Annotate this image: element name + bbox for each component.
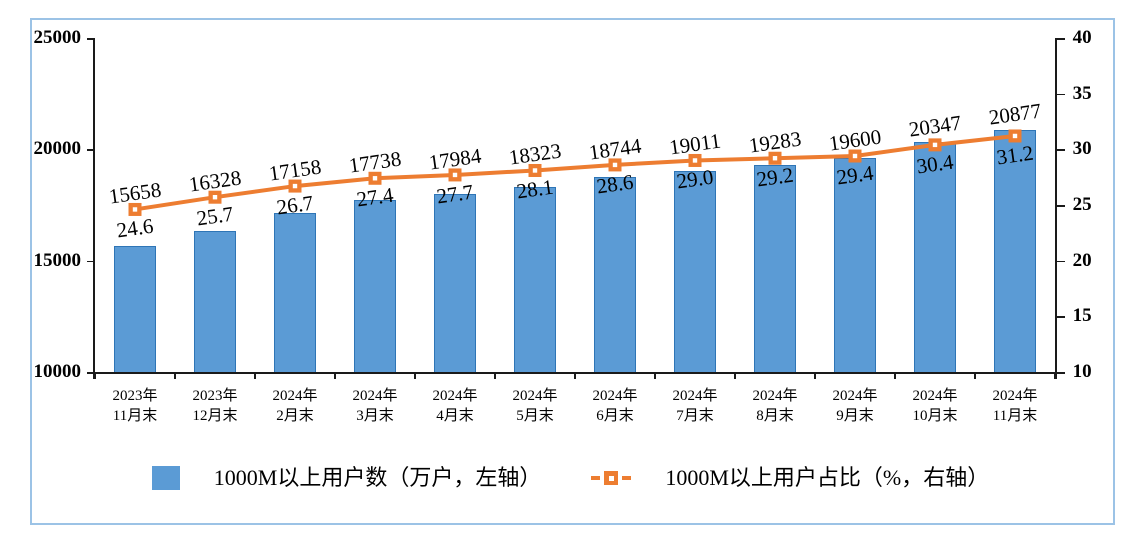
x-axis-tick xyxy=(1054,372,1056,379)
bar xyxy=(834,158,876,372)
x-axis-tick xyxy=(654,372,656,379)
bar-series-swatch-icon xyxy=(151,466,180,490)
y-axis-left-tick-label: 15000 xyxy=(33,249,82,271)
y-axis-right-tick xyxy=(1056,38,1065,40)
x-axis-tick xyxy=(494,372,496,379)
y-axis-right-tick-label: 10 xyxy=(1072,361,1092,382)
x-axis-category-label: 2024年 10月末 xyxy=(912,388,958,424)
x-axis-tick xyxy=(574,372,576,379)
y-axis-right-tick xyxy=(1056,149,1065,151)
x-axis-category-label: 2024年 2月末 xyxy=(272,388,318,424)
x-axis-category-label: 2023年 12月末 xyxy=(192,388,238,424)
y-axis-left-tick xyxy=(87,372,95,374)
y-axis-right-tick xyxy=(1056,93,1065,96)
y-axis-left-tick-label: 10000 xyxy=(33,361,82,382)
bar xyxy=(434,194,476,372)
x-axis-category-label: 2024年 11月末 xyxy=(992,388,1038,424)
bar xyxy=(194,231,236,372)
x-axis-tick xyxy=(174,372,176,379)
legend-item-line-series: 1000M以上用户占比（%，右轴） xyxy=(591,464,989,492)
x-axis-category-label: 2024年 5月末 xyxy=(512,388,558,424)
y-axis-right-tick xyxy=(1056,205,1065,207)
x-axis-category-label: 2024年 3月末 xyxy=(352,388,398,424)
y-axis-left-tick xyxy=(87,38,95,40)
bar xyxy=(354,199,396,372)
x-axis-tick xyxy=(974,372,976,379)
x-axis-tick xyxy=(734,372,736,379)
x-axis-category-label: 2024年 8月末 xyxy=(752,388,798,424)
bar xyxy=(594,177,636,372)
y-axis-right-tick-label: 20 xyxy=(1072,249,1092,271)
x-axis-tick xyxy=(334,372,336,379)
bar xyxy=(514,186,556,372)
y-axis-right-tick-label: 15 xyxy=(1072,305,1092,327)
chart-legend: 1000M以上用户数（万户，左轴） 1000M以上用户占比（%，右轴） xyxy=(30,458,1111,498)
legend-bar-label: 1000M以上用户数（万户，左轴） xyxy=(213,465,542,490)
x-axis-tick xyxy=(894,372,896,379)
y-axis-right-tick-label: 30 xyxy=(1072,138,1092,160)
y-axis-right-tick-label: 40 xyxy=(1072,27,1092,48)
x-axis-category-label: 2024年 4月末 xyxy=(432,388,478,424)
x-axis-tick xyxy=(814,372,816,379)
bar xyxy=(914,141,956,372)
x-axis-tick xyxy=(254,372,256,379)
bar xyxy=(754,165,796,372)
y-axis-right-tick xyxy=(1056,372,1065,374)
legend-item-bar-series: 1000M以上用户数（万户，左轴） xyxy=(151,464,542,492)
bar xyxy=(274,212,316,372)
y-axis-right-tick-label: 25 xyxy=(1072,194,1092,215)
x-axis-category-label: 2024年 9月末 xyxy=(832,388,878,424)
y-axis-left-tick-label: 20000 xyxy=(33,138,82,160)
x-axis-category-label: 2024年 7月末 xyxy=(672,388,718,424)
x-axis-category-label: 2023年 11月末 xyxy=(112,388,158,424)
legend-line-label: 1000M以上用户占比（%，右轴） xyxy=(665,465,990,490)
y-axis-left xyxy=(93,38,95,379)
line-series-marker-icon xyxy=(591,471,632,485)
x-axis-tick xyxy=(414,372,416,379)
y-axis-right-tick-label: 35 xyxy=(1072,82,1092,104)
y-axis-left-tick-label: 25000 xyxy=(33,27,82,48)
bar xyxy=(994,129,1036,372)
y-axis-left-tick xyxy=(87,260,95,263)
y-axis-right-tick xyxy=(1056,316,1065,318)
x-axis-category-label: 2024年 6月末 xyxy=(592,388,638,424)
x-axis-tick xyxy=(94,372,96,379)
bar xyxy=(674,171,716,372)
y-axis-right-tick xyxy=(1056,260,1065,263)
y-axis-right xyxy=(1055,38,1057,379)
bar xyxy=(114,246,156,372)
y-axis-left-tick xyxy=(87,149,95,151)
